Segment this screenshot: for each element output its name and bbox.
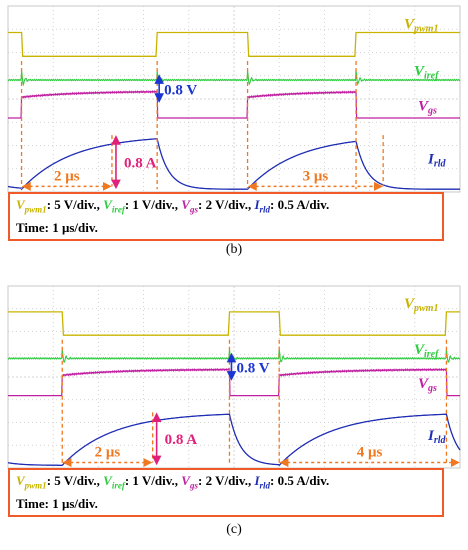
duration-label-2: 3 μs (303, 168, 329, 184)
info-viref-b: Viref (103, 197, 125, 215)
irld-label: Irld (427, 152, 447, 170)
vpwm-trace (8, 311, 460, 336)
duration-label-1: 2 μs (54, 168, 80, 184)
viref-label: Viref (414, 63, 440, 81)
info-irld-b: Irld (254, 197, 271, 215)
scope-panel-b: 2 μs 3 μs 0.8 A 0.8 V Vpwm1 Viref Vgs Irld (6, 4, 462, 194)
vpwm-trace (8, 31, 460, 57)
scale-line-c: Vpwm1: 5 V/div., Viref: 1 V/div., Vgs: 2… (16, 472, 436, 495)
scale-line-b: Vpwm1: 5 V/div., Viref: 1 V/div., Vgs: 2… (16, 196, 436, 219)
duration-label-2: 4 μs (357, 445, 383, 461)
viref-label: Viref (414, 342, 440, 360)
info-irld-c: Irld (254, 473, 271, 491)
caption-b: (b) (225, 242, 243, 257)
caption-c: (c) (226, 522, 242, 537)
info-viref-scale-c: : 1 V/div., (124, 473, 182, 488)
vgs-label: Vgs (418, 98, 437, 116)
vgs-label: Vgs (418, 376, 437, 394)
scope-screen-b: 2 μs 3 μs 0.8 A 0.8 V Vpwm1 Viref Vgs Irld (7, 5, 461, 193)
irld-trace (7, 137, 460, 191)
vref-step-label: 0.8 V (164, 82, 197, 98)
info-vpwm-b: Vpwm1 (16, 197, 47, 215)
info-viref-scale-b: : 1 V/div., (124, 197, 182, 212)
info-vpwm-c: Vpwm1 (16, 473, 47, 491)
info-vpwm-scale-c: : 5 V/div., (46, 473, 104, 488)
info-irld-scale-c: : 0.5 A/div. (270, 473, 330, 488)
scale-info-box-b: Vpwm1: 5 V/div., Viref: 1 V/div., Vgs: 2… (8, 192, 444, 241)
info-vgs-scale-c: : 2 V/div., (197, 473, 255, 488)
current-step-label: 0.8 A (165, 432, 198, 448)
info-irld-scale-b: : 0.5 A/div. (270, 197, 330, 212)
scope-panel-c: 2 μs 4 μs 0.8 A 0.8 V Vpwm1 Viref Vgs Irld (6, 284, 462, 470)
vpwm-label: Vpwm1 (404, 296, 438, 314)
info-vgs-scale-b: : 2 V/div., (197, 197, 255, 212)
info-vgs-c: Vgs (181, 473, 198, 491)
scope-screen-c: 2 μs 4 μs 0.8 A 0.8 V Vpwm1 Viref Vgs Irld (7, 285, 461, 469)
info-vpwm-scale-b: : 5 V/div., (46, 197, 104, 212)
vpwm-label: Vpwm1 (404, 17, 438, 35)
viref-trace (7, 70, 461, 87)
vref-step-label: 0.8 V (236, 360, 269, 376)
irld-label: Irld (427, 428, 447, 446)
info-viref-c: Viref (103, 473, 125, 491)
scale-info-box-c: Vpwm1: 5 V/div., Viref: 1 V/div., Vgs: 2… (8, 468, 444, 517)
current-step-label: 0.8 A (124, 155, 157, 171)
time-scale-c: Time: 1 μs/div. (16, 495, 98, 511)
irld-trace (7, 413, 461, 467)
duration-label-1: 2 μs (95, 445, 121, 461)
info-vgs-b: Vgs (181, 197, 198, 215)
time-scale-b: Time: 1 μs/div. (16, 219, 98, 235)
vgs-trace (8, 367, 460, 397)
vgs-trace (8, 89, 460, 119)
